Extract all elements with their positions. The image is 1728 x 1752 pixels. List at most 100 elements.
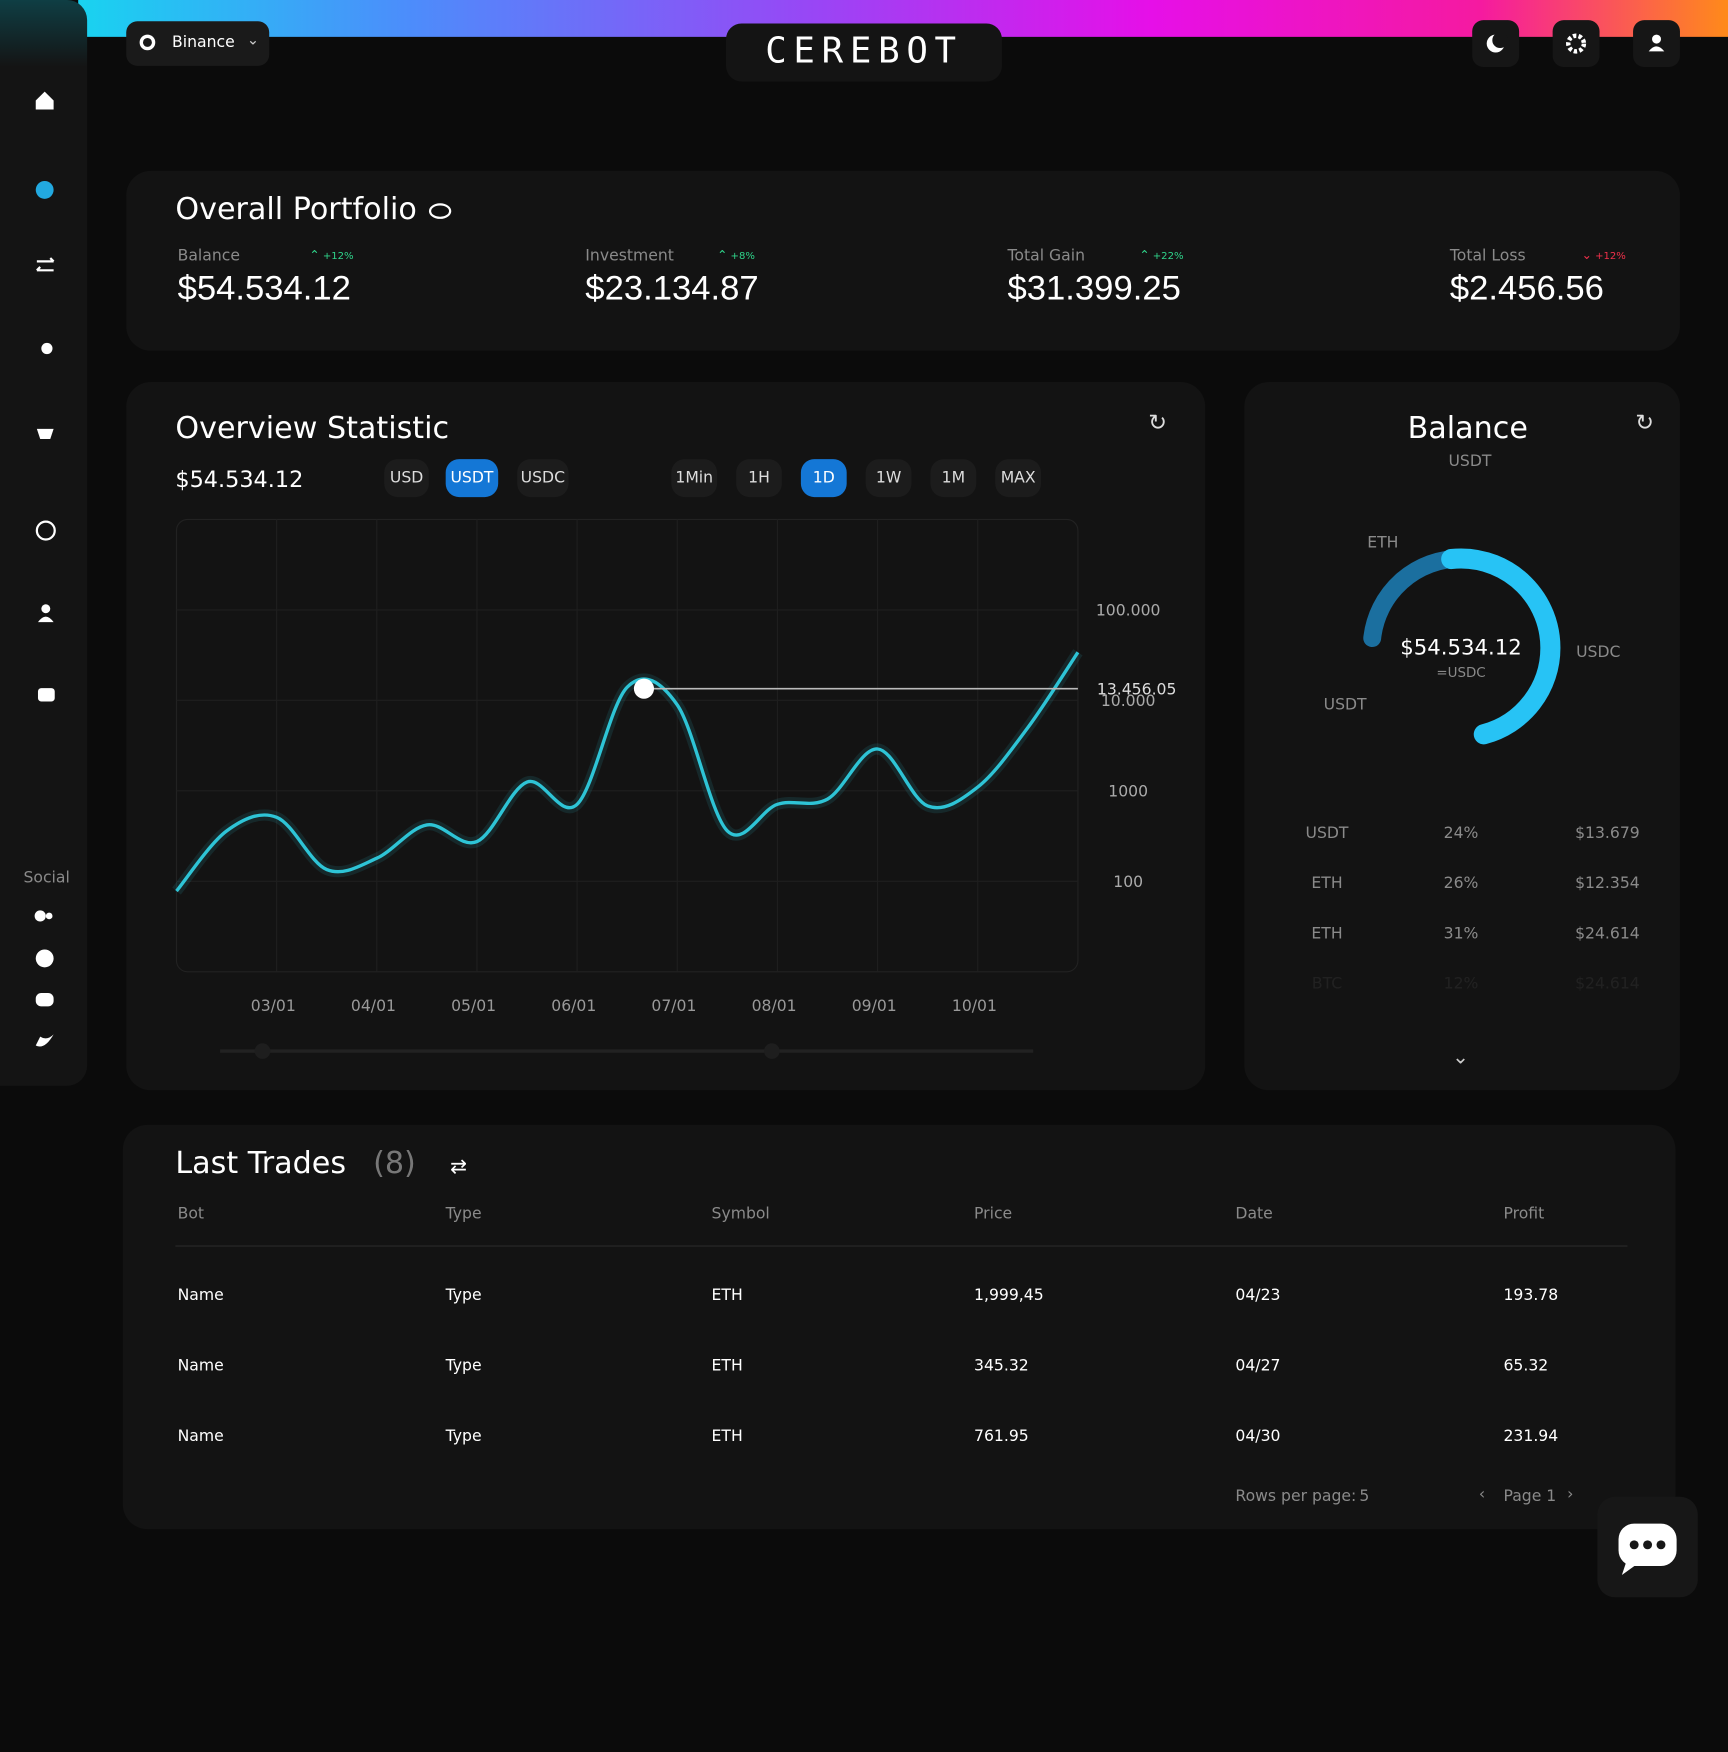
trade-cell: 761.95 (974, 1427, 1029, 1446)
balance-cell: $12.354 (1575, 874, 1640, 893)
trade-cell: Type (445, 1357, 482, 1376)
settings-button[interactable] (1552, 20, 1600, 68)
stat-label: Balance (177, 246, 240, 265)
prev-page[interactable]: ‹ (1478, 1485, 1486, 1504)
next-page[interactable]: › (1567, 1485, 1574, 1504)
bot-icon[interactable] (35, 520, 56, 541)
telegram-icon[interactable] (35, 949, 54, 968)
logo-box (726, 23, 1002, 82)
dropdown-arrow: ⌄ (246, 32, 260, 50)
overview-amount: $54.534.12 (175, 465, 304, 493)
column-header: Price (974, 1205, 1013, 1224)
range-button[interactable]: 1H (736, 459, 782, 498)
community-icon[interactable] (41, 342, 53, 355)
stat-change: +8% (730, 251, 755, 263)
portfolio-icon[interactable] (35, 180, 54, 199)
medium-icon[interactable] (34, 910, 46, 922)
y-tick-label: 100 (1113, 872, 1143, 891)
range-button[interactable]: 1M (930, 459, 977, 498)
rows-per-page-label: Rows per page: (1235, 1487, 1357, 1506)
discord-icon[interactable] (35, 993, 54, 1007)
donut-center-value: $54.534.12 (1400, 635, 1522, 661)
user-icon[interactable] (41, 604, 51, 614)
page-indicator: Page 1 (1503, 1487, 1557, 1506)
line (175, 651, 1080, 893)
balance-unit: USDT (1448, 452, 1492, 471)
trade-cell: Name (177, 1357, 224, 1376)
currency-button[interactable]: USD (384, 459, 429, 498)
chat-icon[interactable] (37, 688, 55, 702)
trade-cell: ETH (711, 1427, 743, 1446)
balance-cell: $13.679 (1575, 824, 1640, 843)
visibility-toggle[interactable] (428, 203, 452, 219)
stat-change: +22% (1152, 251, 1184, 263)
x-tick-label: 05/01 (451, 996, 496, 1015)
portfolio-title: Overall Portfolio (175, 192, 417, 227)
plot-frame (175, 518, 1079, 973)
column-header: Profit (1503, 1205, 1545, 1224)
donut-segment (1361, 548, 1561, 748)
column-header: Bot (177, 1205, 205, 1224)
trade-cell: 193.78 (1503, 1286, 1559, 1305)
range-button[interactable]: 1D (800, 459, 847, 498)
trades-count: (8) (373, 1146, 416, 1181)
currency-button[interactable]: USDT (445, 459, 499, 498)
balance-cell: ETH (1311, 924, 1343, 943)
overview-title: Overview Statistic (175, 411, 450, 446)
balance-cell: BTC (1311, 975, 1343, 994)
user-icon-body (37, 616, 54, 623)
trade-cell: 04/23 (1235, 1286, 1281, 1305)
trades-title: Last Trades (175, 1146, 347, 1181)
stat-value: $2.456.56 (1449, 268, 1604, 308)
balance-refresh[interactable]: ↻ (1635, 408, 1655, 436)
x-tick-label: 07/01 (651, 996, 696, 1015)
slider-handle[interactable] (254, 1043, 271, 1059)
balance-cell: $24.614 (1575, 924, 1640, 943)
portfolio-card (126, 170, 1680, 351)
currency-button[interactable]: USDC (517, 459, 569, 498)
stat-value: $54.534.12 (177, 268, 351, 308)
expand-button[interactable]: ⌄ (1452, 1045, 1469, 1069)
balance-cell: 24% (1443, 824, 1479, 843)
trade-cell: 1,999,45 (974, 1286, 1044, 1305)
stat-trend: ⌃ (1139, 247, 1150, 263)
x-tick-label: 03/01 (251, 996, 296, 1015)
profile-button[interactable] (1633, 20, 1680, 68)
x-tick-label: 04/01 (351, 996, 396, 1015)
balance-cell: ETH (1311, 874, 1343, 893)
twitter-icon[interactable] (35, 1034, 54, 1047)
column-header: Date (1235, 1205, 1273, 1224)
trade-cell: 345.32 (974, 1357, 1029, 1376)
refresh-button[interactable]: ↻ (1148, 408, 1168, 436)
balance-cell: 26% (1443, 874, 1479, 893)
trade-cell: ETH (711, 1357, 743, 1376)
filter-button[interactable]: ⇄ (450, 1154, 468, 1179)
logo: CEREBOT (765, 29, 963, 72)
slider-handle[interactable] (764, 1043, 780, 1059)
table-divider (175, 1245, 1628, 1247)
stat-value: $31.399.25 (1007, 268, 1181, 308)
x-tick-label: 08/01 (752, 996, 797, 1015)
range-button[interactable]: 1W (865, 459, 912, 498)
range-button[interactable]: MAX (995, 459, 1042, 498)
exchange-name: Binance (172, 33, 235, 52)
shop-icon[interactable] (36, 428, 54, 439)
balance-cell: 12% (1443, 975, 1479, 994)
header-icons (1486, 32, 1665, 54)
stat-value: $23.134.87 (585, 268, 759, 308)
home-icon[interactable] (35, 91, 54, 110)
y-tick-label: 100.000 (1096, 600, 1161, 619)
rows-per-page[interactable]: 5 (1359, 1487, 1370, 1506)
marker-dot (633, 678, 655, 699)
range-button[interactable]: 1Min (671, 459, 718, 498)
stat-change: +12% (322, 251, 354, 263)
x-tick-label: 06/01 (551, 996, 596, 1015)
trade-cell: 231.94 (1503, 1427, 1559, 1446)
social-label: Social (23, 869, 70, 887)
y-tick-label: 1000 (1108, 781, 1148, 800)
stat-label: Investment (585, 246, 674, 265)
x-tick-label: 09/01 (852, 996, 897, 1015)
trade-icon[interactable] (36, 257, 55, 272)
